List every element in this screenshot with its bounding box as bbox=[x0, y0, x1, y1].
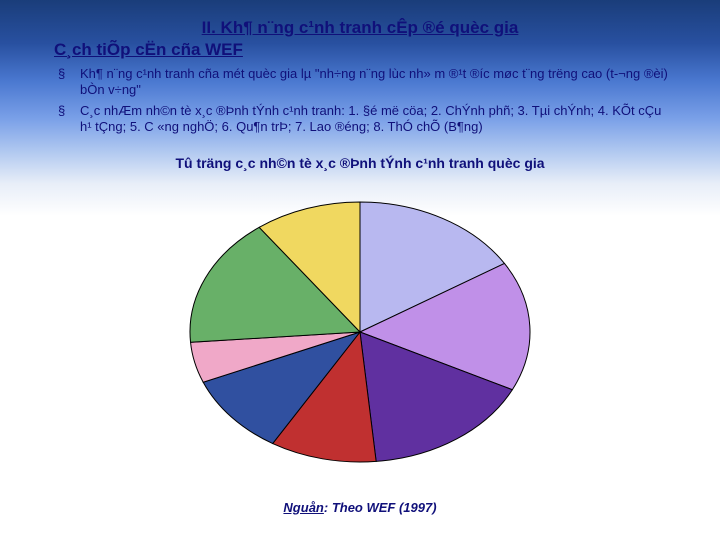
list-item: Kh¶ n¨ng c¹nh tranh cña mét quèc gia lµ … bbox=[72, 66, 674, 99]
list-item: C¸c nhÆm nh©n tè x¸c ®Þnh tÝnh c¹nh tran… bbox=[72, 103, 674, 136]
chart-title: Tû träng c¸c nh©n tè x¸c ®Þnh tÝnh c¹nh … bbox=[0, 155, 720, 171]
source-label: Nguån bbox=[283, 500, 323, 515]
source-line: Nguån: Theo WEF (1997) bbox=[0, 500, 720, 515]
page-title: II. Kh¶ n¨ng c¹nh tranh cÊp ®é quèc gia bbox=[0, 18, 720, 38]
bullet-list: Kh¶ n¨ng c¹nh tranh cña mét quèc gia lµ … bbox=[54, 66, 674, 139]
pie-chart bbox=[140, 182, 580, 482]
source-value: : Theo WEF (1997) bbox=[324, 500, 437, 515]
page-subtitle: C¸ch tiÕp cËn cña WEF bbox=[54, 40, 243, 60]
slide: II. Kh¶ n¨ng c¹nh tranh cÊp ®é quèc gia … bbox=[0, 0, 720, 540]
